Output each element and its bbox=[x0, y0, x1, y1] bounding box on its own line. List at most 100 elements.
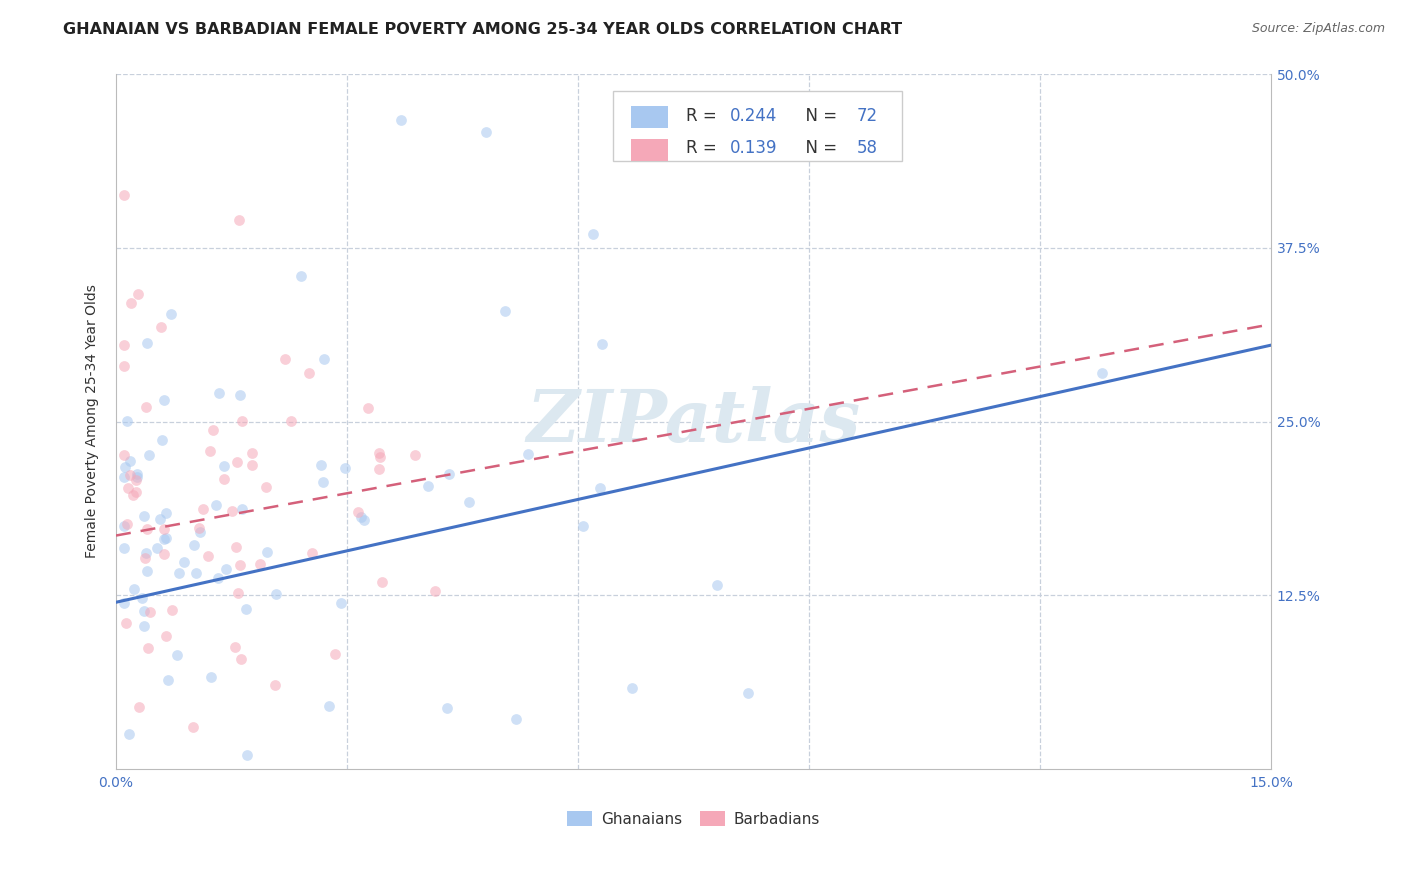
Point bbox=[173, 555, 195, 569]
Point bbox=[221, 503, 243, 517]
Text: 0.244: 0.244 bbox=[730, 107, 776, 125]
Point bbox=[1091, 366, 1114, 380]
Point bbox=[589, 481, 612, 495]
Point bbox=[136, 522, 159, 536]
Text: N =: N = bbox=[796, 139, 842, 157]
Point bbox=[191, 502, 214, 516]
Point bbox=[214, 562, 236, 576]
Point bbox=[112, 338, 135, 352]
Point bbox=[132, 604, 155, 618]
Point bbox=[224, 640, 246, 654]
Point bbox=[135, 336, 157, 351]
Point bbox=[212, 472, 235, 486]
Point bbox=[115, 414, 138, 428]
Text: Source: ZipAtlas.com: Source: ZipAtlas.com bbox=[1251, 22, 1385, 36]
Point bbox=[200, 670, 222, 684]
Point bbox=[264, 587, 287, 601]
Point bbox=[131, 591, 153, 606]
Text: R =: R = bbox=[686, 107, 721, 125]
Point bbox=[112, 448, 135, 462]
Point bbox=[125, 485, 148, 500]
Point bbox=[347, 506, 370, 520]
Point bbox=[134, 619, 156, 633]
Point bbox=[517, 447, 540, 461]
Point bbox=[187, 521, 209, 535]
Point bbox=[591, 337, 613, 351]
Point bbox=[156, 673, 179, 687]
Point bbox=[418, 478, 440, 492]
Point bbox=[333, 460, 356, 475]
Point bbox=[231, 414, 253, 428]
Point bbox=[153, 532, 176, 546]
Point bbox=[229, 651, 252, 665]
Point bbox=[155, 629, 177, 643]
Point bbox=[706, 578, 728, 592]
Point bbox=[153, 522, 176, 536]
Point bbox=[112, 519, 135, 533]
FancyBboxPatch shape bbox=[613, 91, 901, 161]
Point bbox=[135, 546, 157, 560]
Point bbox=[134, 551, 156, 566]
Point bbox=[349, 509, 371, 524]
Point bbox=[249, 557, 271, 571]
Point bbox=[149, 512, 172, 526]
Point bbox=[357, 401, 380, 415]
Point bbox=[125, 470, 148, 484]
Point bbox=[138, 448, 160, 462]
Point bbox=[240, 458, 263, 473]
Text: ZIPatlas: ZIPatlas bbox=[527, 386, 860, 457]
Point bbox=[458, 495, 481, 509]
Point bbox=[280, 414, 302, 428]
Point bbox=[367, 461, 389, 475]
Point bbox=[135, 564, 157, 578]
Point bbox=[183, 538, 205, 552]
Point bbox=[226, 455, 249, 469]
Point bbox=[136, 640, 159, 655]
Point bbox=[139, 605, 162, 619]
Point bbox=[214, 458, 236, 473]
Point bbox=[125, 467, 148, 482]
Point bbox=[494, 304, 516, 318]
Point bbox=[159, 307, 181, 321]
Point bbox=[737, 685, 759, 699]
Point bbox=[127, 287, 149, 301]
Point bbox=[181, 720, 204, 734]
Point bbox=[225, 541, 247, 555]
Point bbox=[150, 433, 173, 447]
Point bbox=[202, 423, 225, 437]
Point bbox=[367, 446, 389, 460]
Point bbox=[263, 678, 285, 692]
Point bbox=[112, 188, 135, 202]
Point bbox=[582, 227, 605, 241]
Point bbox=[112, 596, 135, 610]
Point bbox=[229, 558, 252, 573]
Point bbox=[146, 541, 169, 555]
FancyBboxPatch shape bbox=[631, 138, 668, 161]
Text: 72: 72 bbox=[856, 107, 877, 125]
Point bbox=[505, 712, 527, 726]
Point bbox=[152, 392, 174, 407]
Text: 0.139: 0.139 bbox=[730, 139, 778, 157]
Point bbox=[197, 549, 219, 563]
Point bbox=[229, 387, 252, 401]
Text: N =: N = bbox=[796, 107, 842, 125]
Point bbox=[150, 320, 173, 334]
Point bbox=[118, 727, 141, 741]
Point bbox=[436, 701, 458, 715]
FancyBboxPatch shape bbox=[631, 106, 668, 128]
Point bbox=[198, 443, 221, 458]
Point bbox=[117, 481, 139, 495]
Point bbox=[240, 446, 263, 460]
Point bbox=[370, 450, 392, 464]
Point bbox=[207, 571, 229, 585]
Point bbox=[166, 648, 188, 662]
Point bbox=[256, 545, 278, 559]
Point bbox=[186, 566, 208, 580]
Point bbox=[208, 385, 231, 400]
Point bbox=[301, 545, 323, 559]
Point bbox=[572, 518, 595, 533]
Point bbox=[132, 509, 155, 524]
Legend: Ghanaians, Barbadians: Ghanaians, Barbadians bbox=[561, 805, 827, 833]
Point bbox=[120, 296, 142, 310]
Point bbox=[162, 602, 184, 616]
